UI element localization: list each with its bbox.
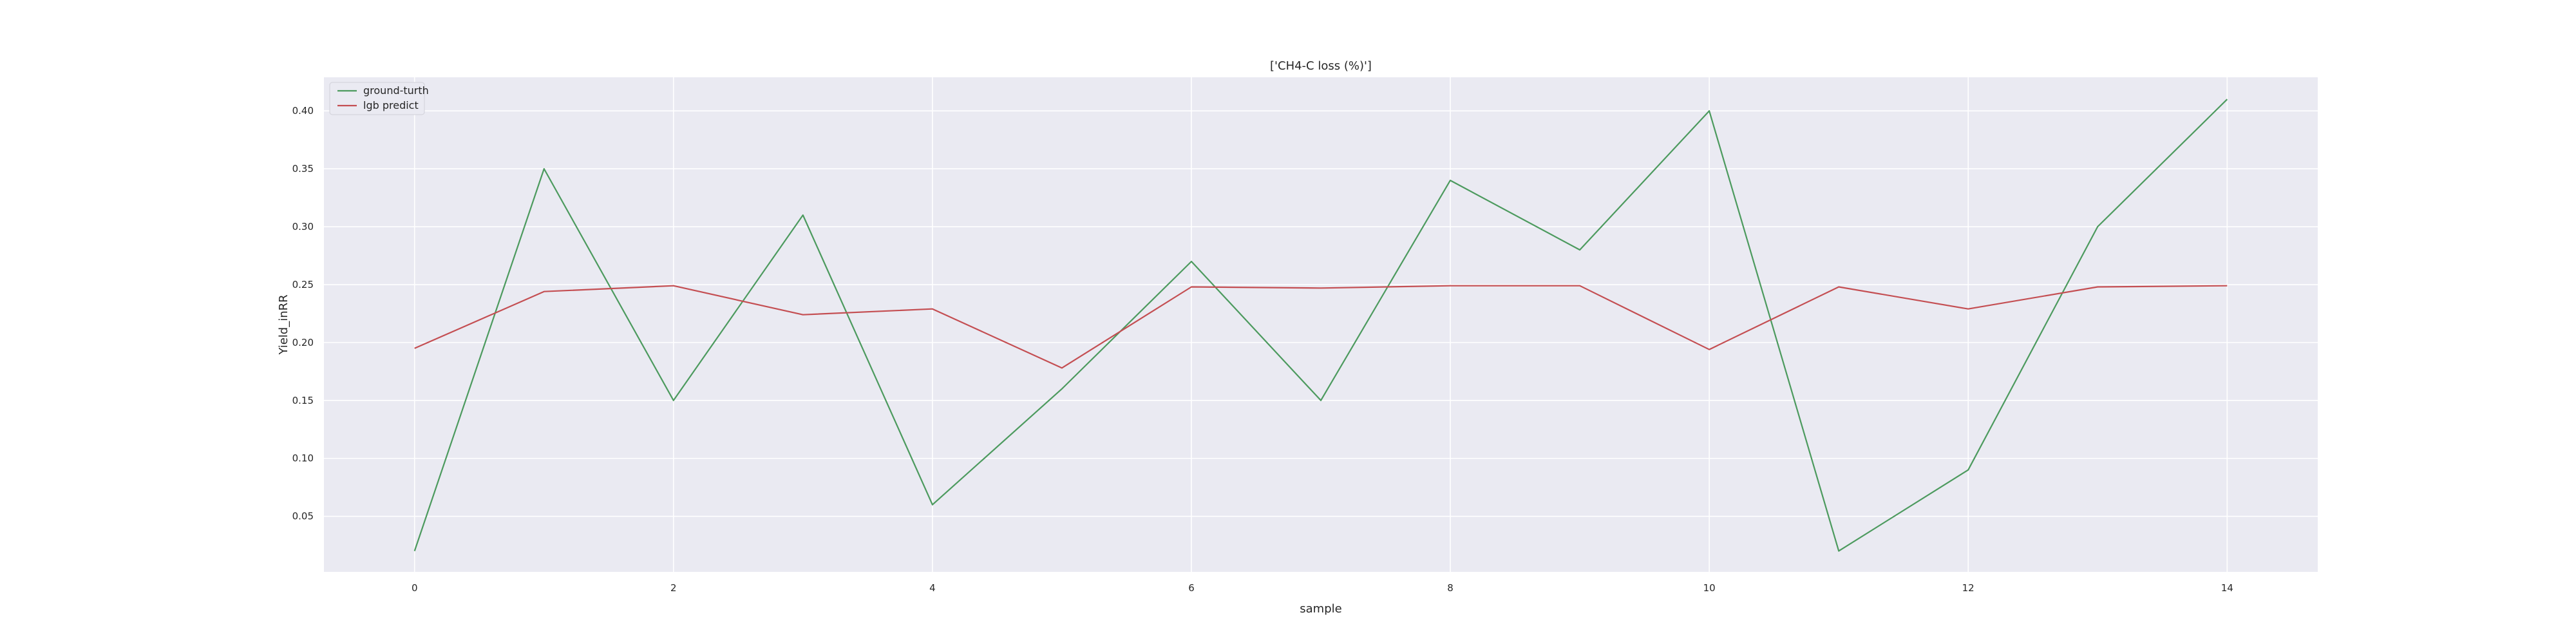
x-tick-label: 6 <box>1188 582 1195 594</box>
y-tick-label: 0.15 <box>292 395 314 406</box>
y-tick-label: 0.35 <box>292 163 314 175</box>
y-tick-label: 0.40 <box>292 105 314 117</box>
y-tick-label: 0.25 <box>292 279 314 290</box>
grid-lines <box>324 77 2318 572</box>
y-tick-label: 0.05 <box>292 511 314 522</box>
plot-background <box>324 77 2318 572</box>
x-tick-label: 2 <box>670 582 677 594</box>
series-line-lgb-predict <box>414 285 2228 369</box>
y-tick-label: 0.10 <box>292 453 314 464</box>
x-tick-label: 12 <box>1962 582 1975 594</box>
legend: ground-turth lgb predict <box>329 82 429 115</box>
tick-labels: 0 2 4 6 8 10 12 14 0.05 0.10 0.15 0.20 0.25 0.30 0.35 0… <box>292 105 2233 594</box>
x-tick-label: 10 <box>1703 582 1716 594</box>
chart-title: ['CH4-C loss (%)'] <box>1270 59 1372 73</box>
y-tick-label: 0.30 <box>292 221 314 232</box>
legend-label: lgb predict <box>363 99 419 111</box>
series-line-ground-turth <box>413 99 2228 552</box>
x-tick-label: 4 <box>929 582 936 594</box>
legend-label: ground-turth <box>363 84 429 97</box>
y-tick-label: 0.20 <box>292 337 314 348</box>
x-tick-label: 0 <box>412 582 418 594</box>
x-axis-label: sample <box>1300 602 1341 616</box>
series-lines <box>413 99 2228 552</box>
x-tick-label: 8 <box>1447 582 1454 594</box>
x-tick-label: 14 <box>2221 582 2233 594</box>
y-axis-label: Yield_inRR <box>277 294 290 355</box>
